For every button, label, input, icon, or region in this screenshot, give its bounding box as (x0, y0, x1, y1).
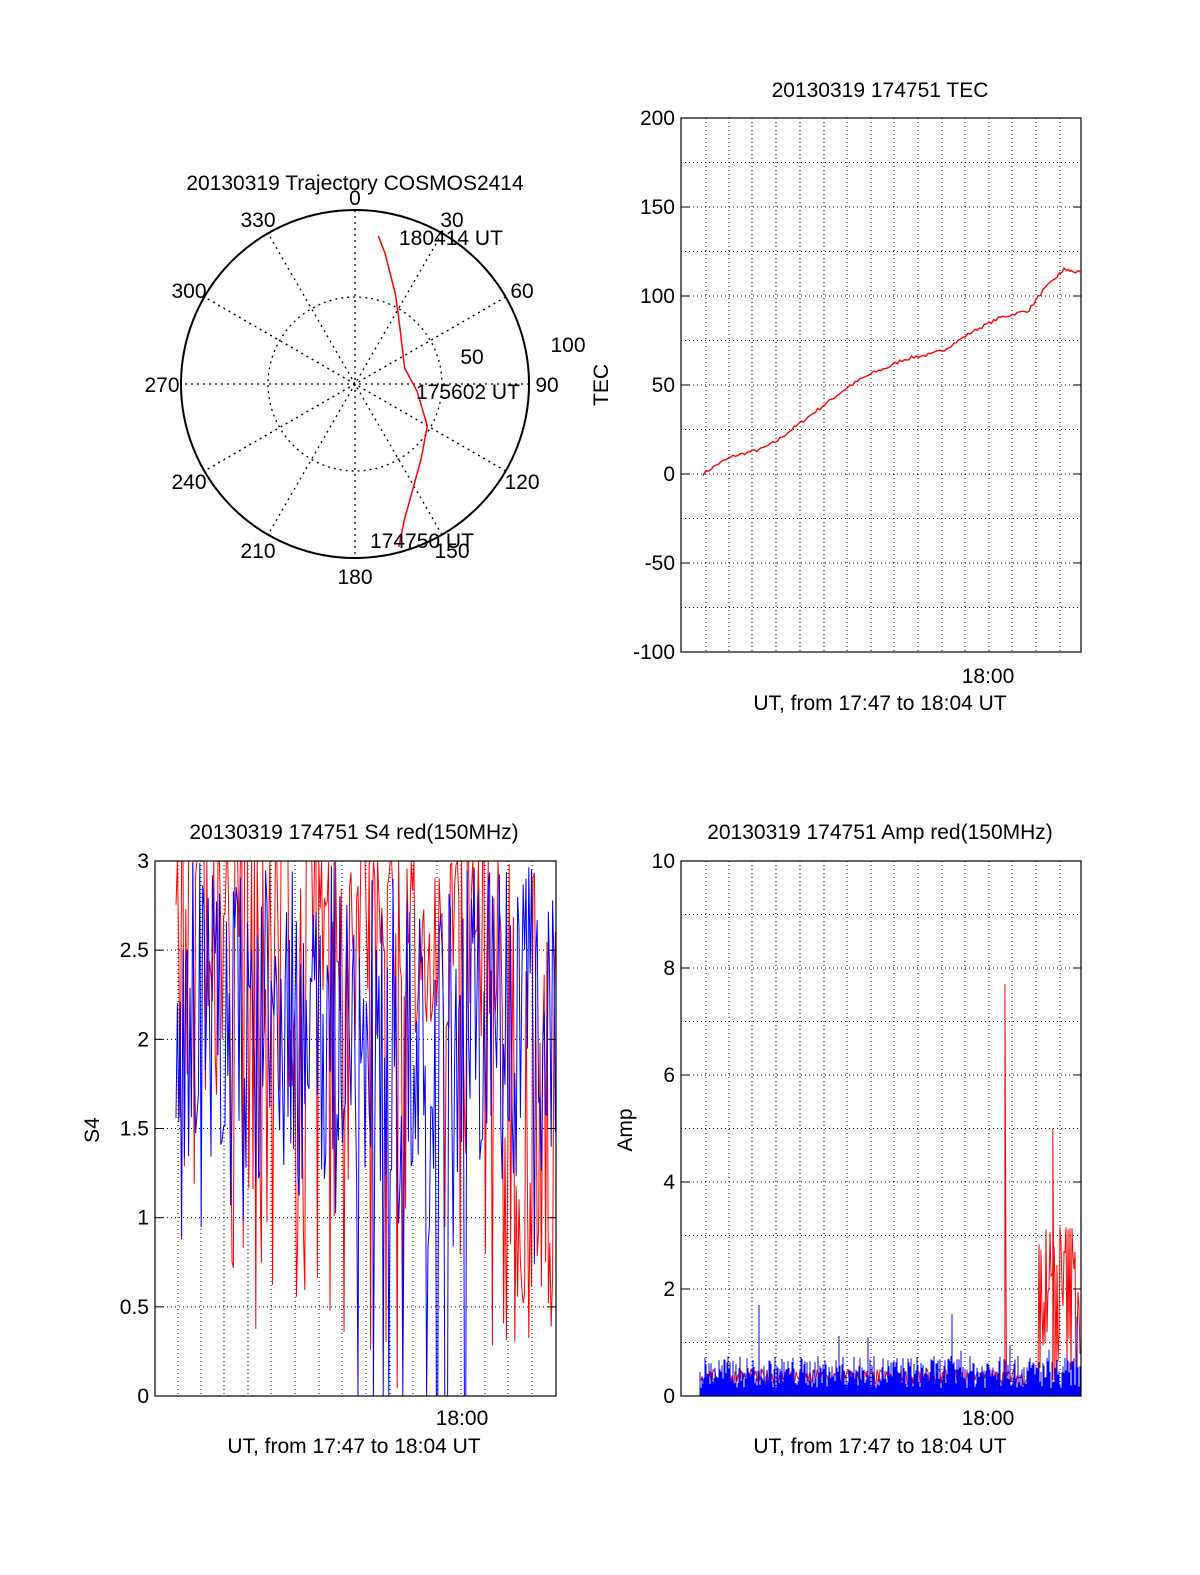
azimuth-label-30: 30 (440, 209, 463, 232)
annotation-mid-time: 175602 UT (416, 381, 520, 404)
tec-panel: 20130319 174751 TEC 200150100500-50-100 … (590, 79, 1082, 715)
s4-ytick-6: 0 (137, 1385, 149, 1408)
amp-plot-frame (680, 860, 1082, 1397)
amp-ylabel: Amp (614, 1108, 637, 1151)
azimuth-label-0: 0 (349, 187, 361, 210)
s4-ytick-1: 2.5 (120, 939, 149, 962)
azimuth-label-240: 240 (171, 471, 206, 494)
s4-title: 20130319 174751 S4 red(150MHz) (189, 821, 518, 844)
amp-ytick-0: 10 (652, 850, 675, 873)
tec-y-tick-labels: 200 150 100 50 0 -50 -100 (633, 107, 1081, 664)
tec-ytick-0: 200 (640, 107, 675, 130)
s4-ytick-0: 3 (137, 850, 149, 873)
tec-ytick-2: 100 (640, 285, 675, 308)
s4-ytick-3: 1.5 (120, 1118, 149, 1141)
trajectory-line (377, 235, 429, 548)
amp-red-series (699, 983, 1081, 1386)
s4-ylabel: S4 (81, 1117, 104, 1143)
azimuth-label-150: 150 (434, 540, 469, 563)
tec-ytick-1: 150 (640, 196, 675, 219)
amp-panel: 20130319 174751 Amp red(150MHz) 1086420 … (614, 821, 1082, 1458)
s4-blue-series (175, 862, 556, 1397)
amp-title: 20130319 174751 Amp red(150MHz) (707, 821, 1053, 844)
trajectory-panel: 20130319 Trajectory COSMOS2414 0 30 60 90 12… (144, 172, 585, 589)
tec-ytick-6: -100 (633, 641, 675, 664)
s4-y-tick-labels: 3 2.5 2 1.5 1 0.5 0 (120, 850, 556, 1408)
amp-ytick-5: 0 (663, 1385, 675, 1408)
amp-xtick-1800: 18:00 (962, 1407, 1015, 1430)
amp-gridlines (681, 861, 1081, 1396)
radial-label-100: 100 (550, 334, 585, 357)
azimuth-label-120: 120 (504, 471, 539, 494)
tec-ytick-3: 50 (652, 374, 675, 397)
tec-title: 20130319 174751 TEC (772, 79, 989, 102)
polar-spoke-150 (267, 232, 443, 536)
s4-red-series (175, 860, 556, 1389)
polar-grid (181, 210, 529, 558)
amp-xlabel: UT, from 17:47 to 18:04 UT (753, 1435, 1006, 1458)
amp-y-tick-labels: 10 8 6 4 2 0 (652, 850, 1081, 1408)
azimuth-label-210: 210 (240, 540, 275, 563)
s4-ytick-2: 2 (137, 1028, 149, 1051)
azimuth-label-60: 60 (510, 280, 533, 303)
annotation-end-time: 180414 UT (399, 227, 503, 250)
amp-ytick-3: 4 (663, 1171, 675, 1194)
amp-ytick-2: 6 (663, 1064, 675, 1087)
tec-ytick-4: 0 (663, 463, 675, 486)
s4-xtick-1800: 18:00 (436, 1407, 489, 1430)
polar-outer-ring (180, 209, 530, 559)
s4-xlabel: UT, from 17:47 to 18:04 UT (227, 1435, 480, 1458)
trajectory-title: 20130319 Trajectory COSMOS2414 (186, 172, 524, 195)
amp-ytick-4: 2 (663, 1278, 675, 1301)
polar-grid-ring-50 (267, 296, 443, 472)
tec-ylabel: TEC (590, 364, 613, 406)
azimuth-label-330: 330 (240, 209, 275, 232)
s4-ytick-5: 0.5 (120, 1296, 149, 1319)
s4-panel: 20130319 174751 S4 red(150MHz) 3 2.5 2 1.5 1… (81, 821, 557, 1458)
amp-blue-series (699, 1305, 1081, 1396)
tec-series-line (702, 266, 1082, 476)
s4-ytick-4: 1 (137, 1207, 149, 1230)
tec-xlabel: UT, from 17:47 to 18:04 UT (753, 692, 1006, 715)
polar-azimuth-labels: 0 30 60 90 120 150 180 210 240 270 300 330 (144, 187, 558, 589)
annotation-start-time: 174750 UT (370, 530, 474, 553)
tec-xtick-1800: 18:00 (962, 665, 1015, 688)
radial-label-50: 50 (460, 346, 483, 369)
azimuth-label-300: 300 (171, 280, 206, 303)
azimuth-label-180: 180 (337, 566, 372, 589)
azimuth-label-90: 90 (535, 374, 558, 397)
tec-ytick-5: -50 (645, 552, 675, 575)
azimuth-label-270: 270 (144, 374, 179, 397)
tec-gridlines (681, 118, 1081, 652)
amp-ytick-1: 8 (663, 957, 675, 980)
